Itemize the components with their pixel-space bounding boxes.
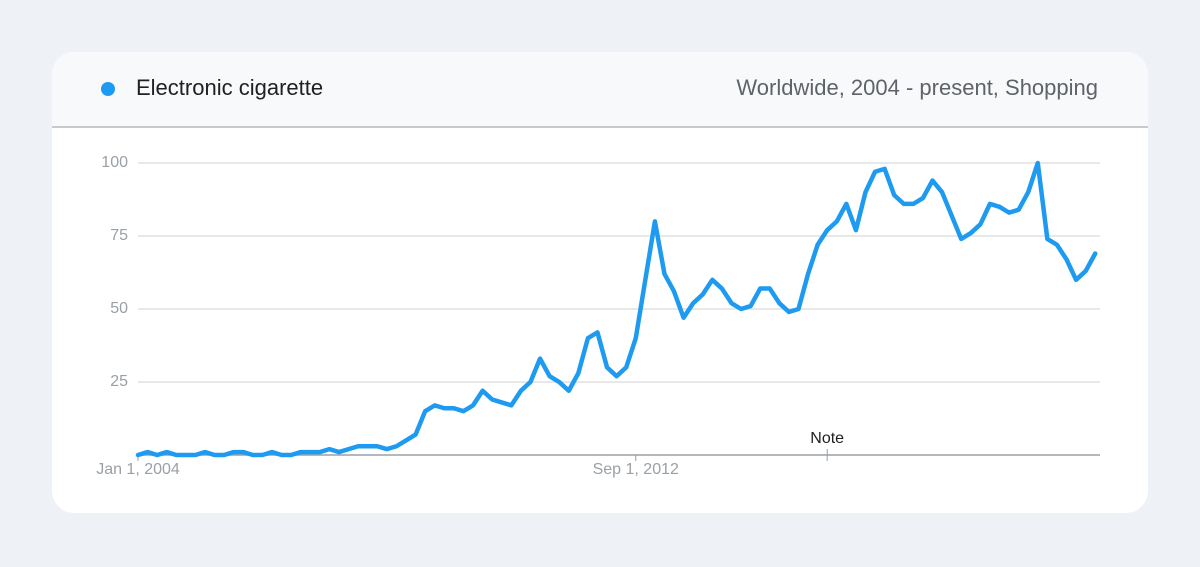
y-tick-label: 50 [110, 300, 128, 317]
annotation: Note [810, 430, 844, 447]
subtitle: Worldwide, 2004 - present, Shopping [736, 75, 1098, 100]
trend-line [135, 160, 1098, 458]
card [52, 52, 1148, 513]
legend-dot [101, 82, 115, 96]
card-header [52, 52, 1148, 127]
y-tick-label: 75 [110, 227, 128, 244]
x-tick-label: Sep 1, 2012 [593, 461, 679, 478]
legend-label: Electronic cigarette [136, 75, 323, 100]
x-tick-label: Jan 1, 2004 [96, 461, 180, 478]
y-tick-label: 100 [101, 154, 128, 171]
y-tick-label: 25 [110, 373, 128, 390]
